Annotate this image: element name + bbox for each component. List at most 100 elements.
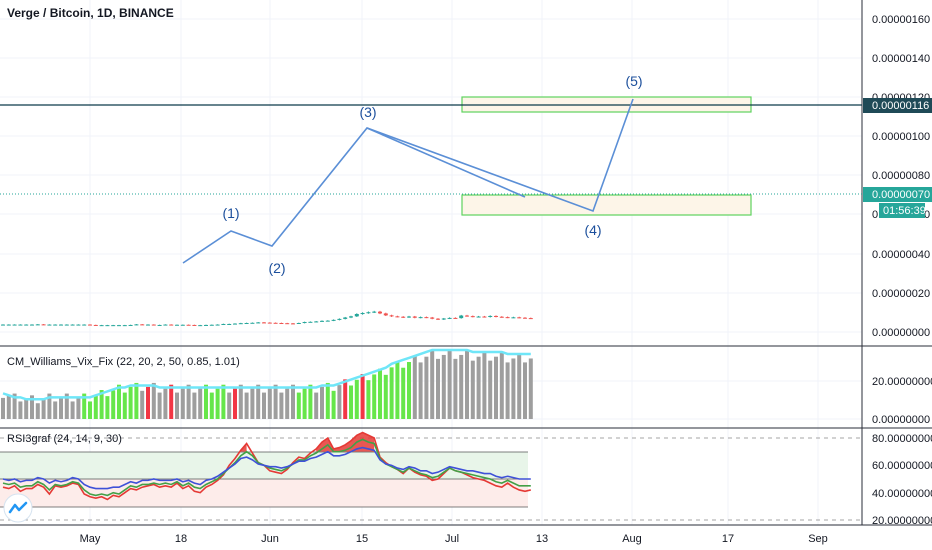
vix-panel[interactable]: CM_Williams_Vix_Fix (22, 20, 2, 50, 0.85… — [1, 348, 533, 419]
candle[interactable] — [482, 316, 487, 318]
candle[interactable] — [117, 325, 121, 327]
candle[interactable] — [354, 314, 359, 317]
candle[interactable] — [105, 325, 110, 327]
candle[interactable] — [227, 323, 232, 325]
candle[interactable] — [134, 324, 139, 326]
candle[interactable] — [209, 324, 214, 326]
candle[interactable] — [262, 322, 266, 324]
candle[interactable] — [93, 324, 98, 326]
candle[interactable] — [244, 323, 249, 325]
candle[interactable] — [441, 318, 446, 320]
elliott-wave-line[interactable] — [182, 98, 634, 264]
candle[interactable] — [523, 317, 527, 319]
candle[interactable] — [505, 317, 510, 319]
candle[interactable] — [401, 316, 406, 318]
candle[interactable] — [285, 323, 290, 325]
candle[interactable] — [476, 316, 481, 318]
candle[interactable] — [151, 324, 156, 326]
candle[interactable] — [163, 324, 168, 326]
candle[interactable] — [418, 317, 423, 319]
candle[interactable] — [302, 322, 307, 324]
candle[interactable] — [169, 324, 174, 326]
tradingview-logo[interactable] — [3, 493, 33, 523]
candles[interactable] — [1, 310, 533, 327]
candle[interactable] — [325, 320, 330, 322]
candle[interactable] — [407, 316, 411, 318]
candle[interactable] — [296, 323, 301, 325]
vix-axis[interactable]: 20.00000000 0.00000000 — [872, 376, 932, 426]
candle[interactable] — [395, 316, 400, 318]
time-axis[interactable]: May 18 Jun 15 Jul 13 Aug 17 Sep — [80, 533, 828, 545]
candle[interactable] — [99, 325, 104, 327]
candle[interactable] — [41, 324, 46, 326]
candle[interactable] — [343, 317, 348, 319]
candle[interactable] — [1, 324, 5, 326]
candle[interactable] — [308, 321, 313, 323]
candle[interactable] — [378, 311, 382, 314]
candle[interactable] — [366, 312, 371, 314]
candle[interactable] — [140, 324, 145, 326]
candle[interactable] — [238, 323, 243, 325]
candle[interactable] — [470, 316, 475, 318]
candle[interactable] — [59, 324, 63, 326]
price-axis[interactable]: 0.00000160 0.00000140 0.00000120 0.00000… — [863, 14, 932, 339]
candle[interactable] — [146, 324, 150, 326]
candle[interactable] — [30, 324, 34, 326]
price-panel[interactable]: (1) (2) (3) (4) (5) Verge / Bitcoin, 1D,… — [0, 6, 862, 327]
candle[interactable] — [192, 324, 197, 326]
candle[interactable] — [6, 324, 11, 326]
candle[interactable] — [12, 324, 17, 326]
candle[interactable] — [47, 324, 52, 326]
candle[interactable] — [372, 311, 377, 313]
candle[interactable] — [314, 321, 319, 323]
candle[interactable] — [35, 324, 40, 326]
candle[interactable] — [412, 316, 417, 318]
candle[interactable] — [204, 324, 208, 326]
candle[interactable] — [349, 316, 353, 318]
candle[interactable] — [320, 320, 324, 322]
candle[interactable] — [111, 325, 116, 327]
candle[interactable] — [186, 324, 191, 326]
candle[interactable] — [511, 317, 516, 319]
candle[interactable] — [291, 323, 295, 325]
target-zone-lower[interactable] — [461, 194, 752, 216]
candle[interactable] — [430, 317, 435, 319]
candle[interactable] — [459, 315, 464, 319]
candle[interactable] — [331, 319, 336, 321]
candle[interactable] — [436, 318, 440, 320]
candle[interactable] — [424, 317, 429, 319]
candle[interactable] — [279, 323, 284, 325]
candle[interactable] — [76, 324, 81, 326]
candle[interactable] — [70, 324, 75, 326]
candle[interactable] — [88, 324, 92, 326]
candle[interactable] — [447, 317, 452, 319]
candle[interactable] — [337, 318, 342, 320]
candle[interactable] — [273, 322, 278, 324]
candle[interactable] — [215, 324, 220, 326]
candle[interactable] — [465, 315, 469, 317]
candle[interactable] — [360, 313, 365, 315]
candle[interactable] — [250, 322, 255, 324]
candle[interactable] — [453, 317, 458, 319]
rsi-axis[interactable]: 80.00000000 60.00000000 40.00000000 20.0… — [872, 433, 932, 527]
candle[interactable] — [24, 324, 29, 326]
candle[interactable] — [157, 324, 162, 326]
candle[interactable] — [82, 324, 87, 326]
candle[interactable] — [499, 316, 504, 318]
candle[interactable] — [221, 323, 226, 325]
candle[interactable] — [488, 315, 493, 317]
candle[interactable] — [64, 324, 69, 326]
candle[interactable] — [389, 315, 394, 317]
candle[interactable] — [517, 317, 522, 319]
candle[interactable] — [267, 322, 272, 324]
rsi-panel[interactable]: RSI3graf (24, 14, 9, 30) — [0, 431, 862, 523]
candle[interactable] — [180, 324, 185, 326]
candle[interactable] — [383, 313, 388, 316]
candle[interactable] — [18, 324, 23, 326]
candle[interactable] — [198, 325, 203, 327]
candle[interactable] — [494, 315, 498, 317]
candle[interactable] — [256, 322, 261, 324]
candle[interactable] — [53, 324, 58, 326]
candle[interactable] — [233, 323, 237, 325]
